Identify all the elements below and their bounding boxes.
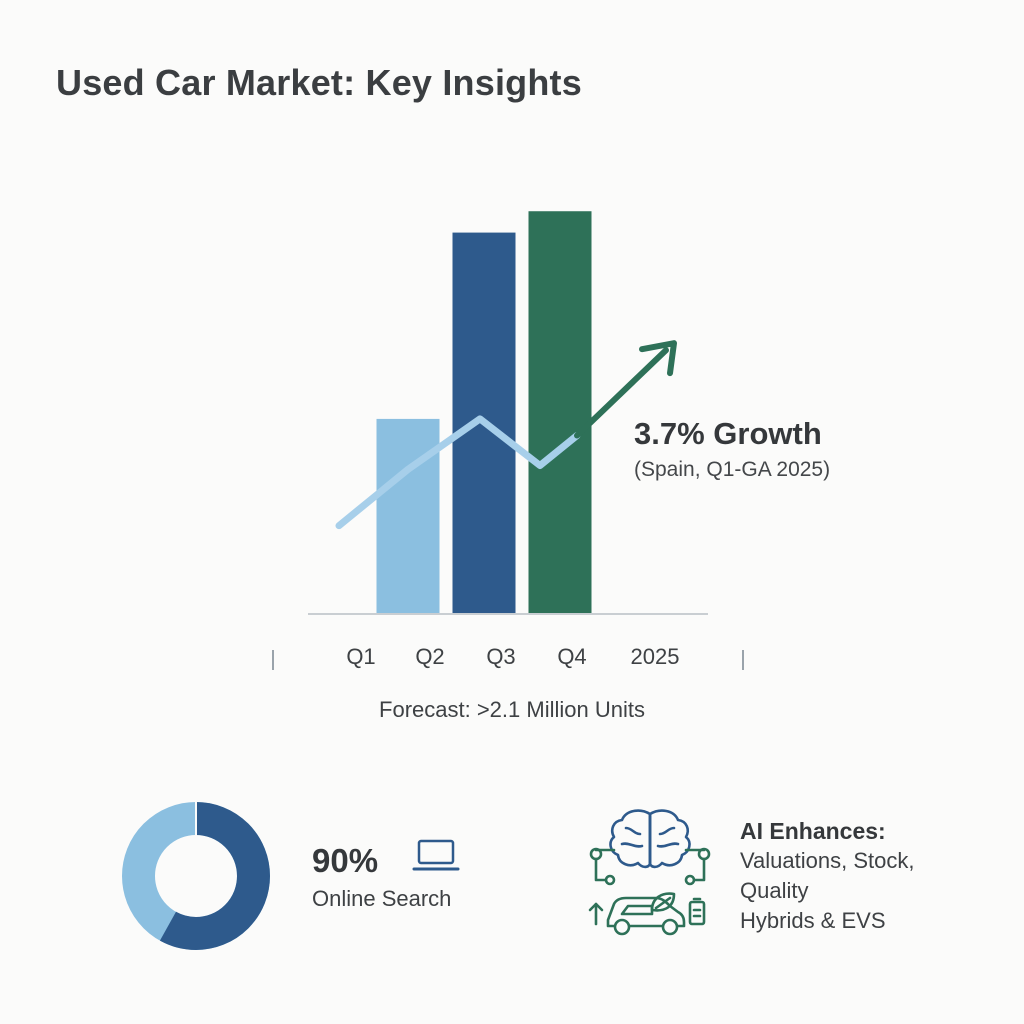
brain-car-icon bbox=[588, 809, 711, 936]
x-tick-label: Q2 bbox=[415, 644, 445, 669]
bar-q2 bbox=[376, 418, 440, 613]
online-search-label: Online Search bbox=[312, 886, 452, 911]
ai-line: Hybrids & EVS bbox=[740, 908, 886, 933]
growth-detail: (Spain, Q1-GA 2025) bbox=[634, 458, 831, 481]
trend-line bbox=[335, 415, 581, 530]
growth-headline: 3.7% Growth bbox=[634, 416, 822, 451]
x-tick-label: Q4 bbox=[557, 644, 587, 669]
trend-arrowhead bbox=[639, 340, 677, 377]
bar-q4 bbox=[528, 211, 592, 613]
x-tick-label: Q3 bbox=[486, 644, 516, 669]
x-tick-label: Q1 bbox=[346, 644, 376, 669]
ai-title: AI Enhances: bbox=[740, 818, 886, 844]
online-search-donut bbox=[122, 802, 270, 950]
axis-right-tick bbox=[742, 650, 744, 670]
ai-line: Valuations, Stock, bbox=[740, 848, 915, 873]
online-search-value: 90% bbox=[312, 842, 379, 879]
laptop-icon bbox=[412, 839, 460, 871]
x-tick-label: 2025 bbox=[630, 644, 680, 669]
page-title: Used Car Market: Key Insights bbox=[56, 62, 582, 103]
ai-line: Quality bbox=[740, 878, 809, 903]
trend-line-forecast bbox=[574, 347, 669, 439]
axis-left-tick bbox=[272, 650, 274, 670]
bar-chart bbox=[308, 211, 708, 615]
forecast-note: Forecast: >2.1 Million Units bbox=[379, 697, 645, 722]
